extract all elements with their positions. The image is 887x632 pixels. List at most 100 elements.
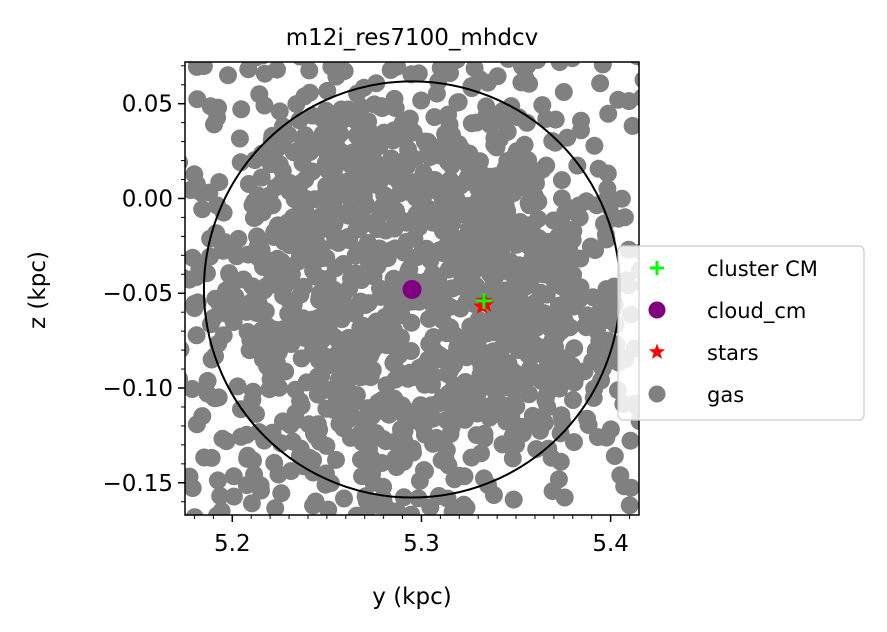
- gas-point: [276, 362, 295, 381]
- gas-point: [448, 338, 467, 357]
- gas-point: [469, 310, 488, 329]
- gas-point: [303, 162, 322, 181]
- gas-point: [599, 189, 618, 208]
- gas-point: [185, 268, 191, 286]
- gas-point: [537, 109, 556, 128]
- gas-point: [452, 230, 471, 249]
- gas-point: [467, 426, 486, 445]
- gas-point: [250, 85, 269, 104]
- gas-point: [357, 195, 375, 214]
- legend-label: cloud_cm: [707, 299, 806, 324]
- gas-point: [244, 382, 263, 401]
- gas-point: [272, 484, 291, 503]
- gas-point: [239, 175, 258, 193]
- legend-label: gas: [707, 383, 744, 407]
- gas-point: [195, 448, 214, 467]
- gas-point: [317, 399, 336, 418]
- gas-point: [513, 424, 532, 443]
- gas-point: [355, 212, 374, 231]
- gas-point: [246, 208, 265, 227]
- gas-point: [357, 424, 376, 443]
- x-tick-label: 5.4: [592, 531, 629, 557]
- gas-point: [455, 375, 474, 394]
- gas-point: [439, 456, 458, 475]
- gas-point: [402, 505, 421, 515]
- gas-point: [192, 183, 210, 202]
- gas-point: [388, 62, 407, 76]
- gas-point: [620, 496, 639, 515]
- gas-point: [441, 425, 460, 443]
- gas-point: [264, 378, 283, 397]
- gas-point: [405, 173, 424, 192]
- gas-point: [549, 470, 568, 489]
- x-tick-label: 5.3: [403, 531, 440, 557]
- gas-point: [188, 513, 198, 515]
- gas-point: [457, 498, 476, 515]
- gas-point: [356, 504, 375, 515]
- gas-point: [238, 446, 257, 465]
- gas-point: [248, 62, 264, 67]
- gas-point: [395, 445, 414, 464]
- gas-point: [185, 155, 189, 170]
- gas-point: [310, 291, 329, 310]
- gas-point: [519, 151, 538, 170]
- gas-point: [550, 304, 569, 323]
- gas-point: [249, 232, 268, 251]
- gas-point: [304, 496, 323, 515]
- gas-point: [224, 467, 243, 486]
- gas-point: [254, 327, 273, 346]
- gas-point: [554, 83, 573, 101]
- gas-point: [494, 236, 513, 255]
- gas-point: [499, 62, 517, 68]
- y-tick-label: −0.15: [103, 471, 173, 497]
- legend-box: [617, 245, 865, 421]
- gas-point: [621, 431, 639, 450]
- gas-point: [377, 376, 396, 395]
- gas-point: [528, 62, 547, 69]
- gas-point: [334, 255, 353, 273]
- gas-point: [266, 499, 285, 515]
- gas-point: [345, 391, 364, 410]
- gas-point: [484, 486, 503, 504]
- gas-point: [317, 436, 336, 455]
- gas-point: [242, 494, 261, 513]
- gas-point: [346, 151, 365, 169]
- gas-point: [524, 186, 542, 205]
- gas-point: [224, 313, 243, 331]
- gas-point: [544, 211, 563, 230]
- gas-point: [232, 427, 250, 446]
- gas-point: [543, 132, 562, 151]
- gas-point: [292, 62, 308, 66]
- gas-point: [240, 341, 259, 360]
- gas-point: [535, 304, 554, 323]
- gas-point: [488, 67, 507, 86]
- gas-point: [185, 294, 204, 313]
- gas-point: [228, 377, 247, 396]
- gas-point: [586, 241, 605, 260]
- gas-point: [245, 192, 264, 211]
- gas-point: [416, 401, 435, 420]
- gas-point: [601, 420, 620, 439]
- gas-point: [367, 337, 386, 356]
- gas-point: [353, 467, 371, 486]
- gas-point: [256, 302, 275, 321]
- gas-point: [255, 281, 274, 300]
- gas-point: [253, 144, 272, 163]
- legend-marker: [648, 343, 666, 359]
- gas-point: [251, 476, 270, 495]
- gas-particles: [185, 62, 639, 515]
- gas-point: [537, 285, 556, 304]
- gas-point: [589, 159, 608, 178]
- gas-point: [372, 454, 391, 472]
- gas-point: [442, 358, 461, 377]
- gas-point: [303, 106, 322, 125]
- gas-point: [572, 121, 590, 140]
- gas-point: [433, 62, 452, 75]
- gas-point: [504, 490, 523, 509]
- gas-point: [591, 74, 610, 93]
- gas-point: [437, 411, 456, 429]
- gas-point: [290, 247, 309, 266]
- gas-point: [370, 137, 389, 156]
- gas-point: [318, 81, 337, 100]
- gas-point: [448, 247, 467, 266]
